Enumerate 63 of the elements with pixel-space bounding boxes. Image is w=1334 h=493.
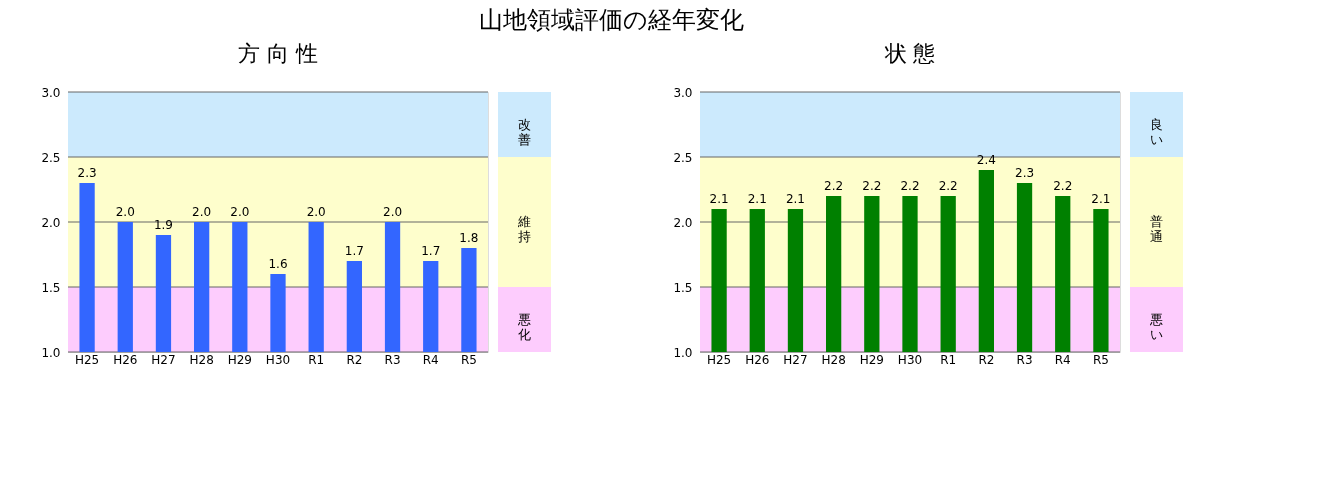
band-label: 改善 <box>517 116 531 147</box>
chart-subtitle: 状 態 <box>883 41 936 66</box>
band-label: 悪化 <box>516 311 531 342</box>
x-tick-label: H26 <box>745 352 770 367</box>
x-tick-label: H27 <box>783 352 808 367</box>
data-label: 1.7 <box>344 244 364 258</box>
data-label: 2.1 <box>785 192 805 206</box>
data-label: 2.1 <box>747 192 767 206</box>
data-label: 2.1 <box>709 192 729 206</box>
data-label: 2.2 <box>1053 179 1073 193</box>
x-tick-label: R1 <box>940 352 957 367</box>
x-tick-label: H28 <box>821 352 846 367</box>
data-label: 2.2 <box>862 179 882 193</box>
x-tick-label: R3 <box>1016 352 1033 367</box>
x-tick-label: R4 <box>1054 352 1071 367</box>
data-label: 2.0 <box>192 205 212 219</box>
y-tick-label: 1.5 <box>673 280 693 295</box>
data-label: 2.3 <box>77 166 97 180</box>
data-label: 2.2 <box>824 179 844 193</box>
data-label: 2.3 <box>1015 166 1035 180</box>
x-tick-label: H28 <box>189 352 214 367</box>
data-label: 2.0 <box>230 205 250 219</box>
x-tick-label: H25 <box>706 352 732 367</box>
x-tick-label: R2 <box>346 352 363 367</box>
data-label: 2.2 <box>938 179 958 193</box>
text: 山地領域評価の経年変化 <box>479 5 745 34</box>
data-label: 2.4 <box>976 153 996 167</box>
y-tick-label: 2.5 <box>41 150 61 165</box>
x-tick-label: H26 <box>113 352 138 367</box>
x-tick-label: H29 <box>227 352 252 367</box>
band-label: 良い <box>1149 116 1163 147</box>
x-tick-label: H29 <box>859 352 884 367</box>
data-label: 1.8 <box>459 231 479 245</box>
data-label: 1.9 <box>153 218 173 232</box>
y-tick-label: 1.0 <box>673 345 693 360</box>
x-tick-label: R1 <box>308 352 325 367</box>
data-label: 2.0 <box>306 205 326 219</box>
band-label: 普通 <box>1149 214 1163 244</box>
y-tick-label: 2.0 <box>41 215 61 230</box>
chart-subtitle: 方 向 性 <box>238 41 318 66</box>
y-tick-label: 1.5 <box>41 280 61 295</box>
y-tick-label: 2.5 <box>673 150 693 165</box>
y-tick-label: 1.0 <box>41 345 61 360</box>
x-tick-label: H27 <box>151 352 176 367</box>
x-tick-label: R2 <box>978 352 995 367</box>
data-label: 2.0 <box>115 205 135 219</box>
x-tick-label: R5 <box>1092 352 1109 367</box>
data-label: 2.1 <box>1091 192 1111 206</box>
x-tick-label: H30 <box>265 352 291 367</box>
band-label: 悪い <box>1148 311 1163 342</box>
x-tick-label: R4 <box>422 352 439 367</box>
data-label: 2.2 <box>900 179 920 193</box>
x-tick-label: H30 <box>897 352 923 367</box>
band-label: 維持 <box>516 214 531 244</box>
y-tick-label: 3.0 <box>41 85 61 100</box>
data-label: 2.0 <box>383 205 403 219</box>
x-tick-label: R3 <box>384 352 401 367</box>
x-tick-label: H25 <box>74 352 100 367</box>
data-label: 1.6 <box>268 257 288 271</box>
data-label: 1.7 <box>421 244 441 258</box>
y-tick-label: 2.0 <box>673 215 693 230</box>
x-tick-label: R5 <box>460 352 477 367</box>
y-tick-label: 3.0 <box>673 85 693 100</box>
